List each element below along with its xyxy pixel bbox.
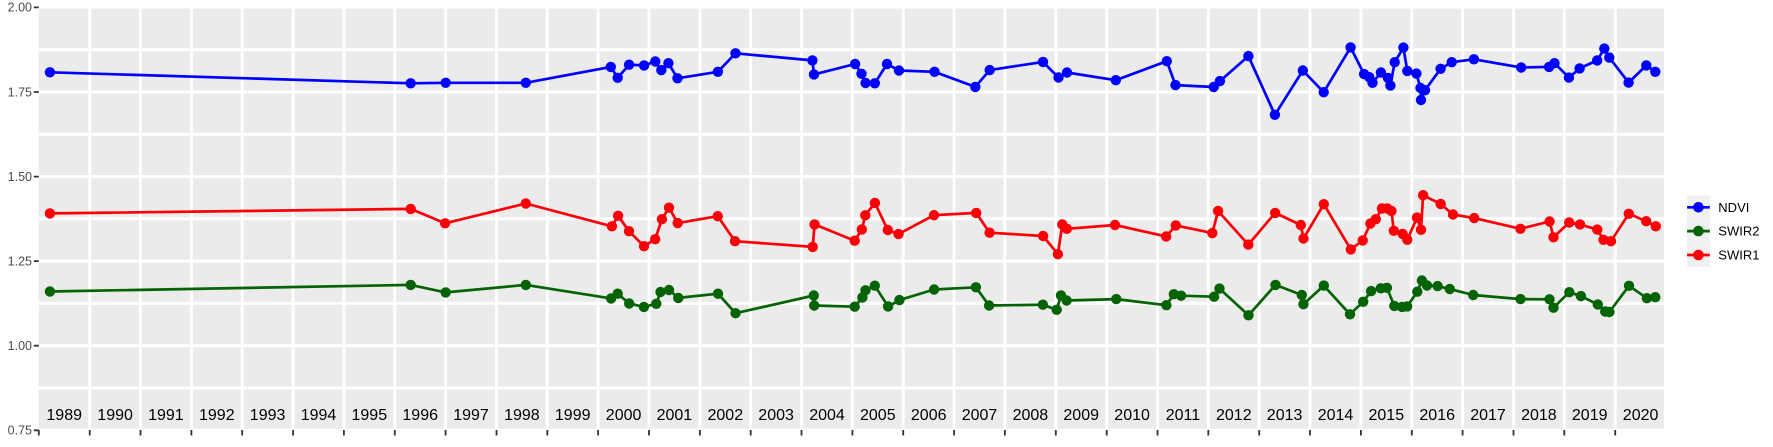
- svg-text:1989: 1989: [46, 407, 82, 424]
- svg-text:2016: 2016: [1419, 407, 1455, 424]
- svg-text:2005: 2005: [860, 407, 896, 424]
- svg-text:2000: 2000: [606, 407, 642, 424]
- svg-text:2.00: 2.00: [8, 1, 32, 15]
- svg-text:SWIR2: SWIR2: [1718, 224, 1759, 239]
- svg-text:SWIR1: SWIR1: [1718, 248, 1759, 263]
- svg-text:2013: 2013: [1267, 407, 1303, 424]
- svg-text:2002: 2002: [708, 407, 744, 424]
- svg-text:2015: 2015: [1369, 407, 1405, 424]
- svg-text:1990: 1990: [97, 407, 133, 424]
- svg-text:2004: 2004: [809, 407, 845, 424]
- svg-text:2007: 2007: [962, 407, 998, 424]
- svg-text:1994: 1994: [301, 407, 337, 424]
- svg-text:1999: 1999: [555, 407, 591, 424]
- svg-text:2011: 2011: [1166, 407, 1201, 424]
- svg-text:1991: 1991: [148, 407, 184, 424]
- svg-text:2001: 2001: [657, 407, 693, 424]
- svg-text:1.50: 1.50: [8, 170, 32, 184]
- svg-text:2018: 2018: [1521, 407, 1557, 424]
- svg-text:0.75: 0.75: [8, 424, 32, 438]
- svg-text:2008: 2008: [1013, 407, 1049, 424]
- svg-text:1.25: 1.25: [8, 254, 32, 268]
- svg-text:2006: 2006: [911, 407, 947, 424]
- svg-text:1998: 1998: [504, 407, 540, 424]
- svg-text:2010: 2010: [1114, 407, 1150, 424]
- svg-text:2012: 2012: [1216, 407, 1252, 424]
- svg-text:NDVI: NDVI: [1718, 200, 1749, 215]
- svg-text:1.75: 1.75: [8, 85, 32, 99]
- svg-text:2019: 2019: [1572, 407, 1608, 424]
- svg-text:2009: 2009: [1063, 407, 1099, 424]
- svg-text:2014: 2014: [1318, 407, 1354, 424]
- svg-text:1.00: 1.00: [8, 339, 32, 353]
- svg-text:1997: 1997: [453, 407, 489, 424]
- svg-text:1993: 1993: [250, 407, 286, 424]
- svg-text:1995: 1995: [352, 407, 388, 424]
- svg-text:1996: 1996: [402, 407, 438, 424]
- svg-text:2003: 2003: [758, 407, 794, 424]
- svg-text:2020: 2020: [1623, 407, 1659, 424]
- svg-text:1992: 1992: [199, 407, 235, 424]
- svg-text:2017: 2017: [1470, 407, 1506, 424]
